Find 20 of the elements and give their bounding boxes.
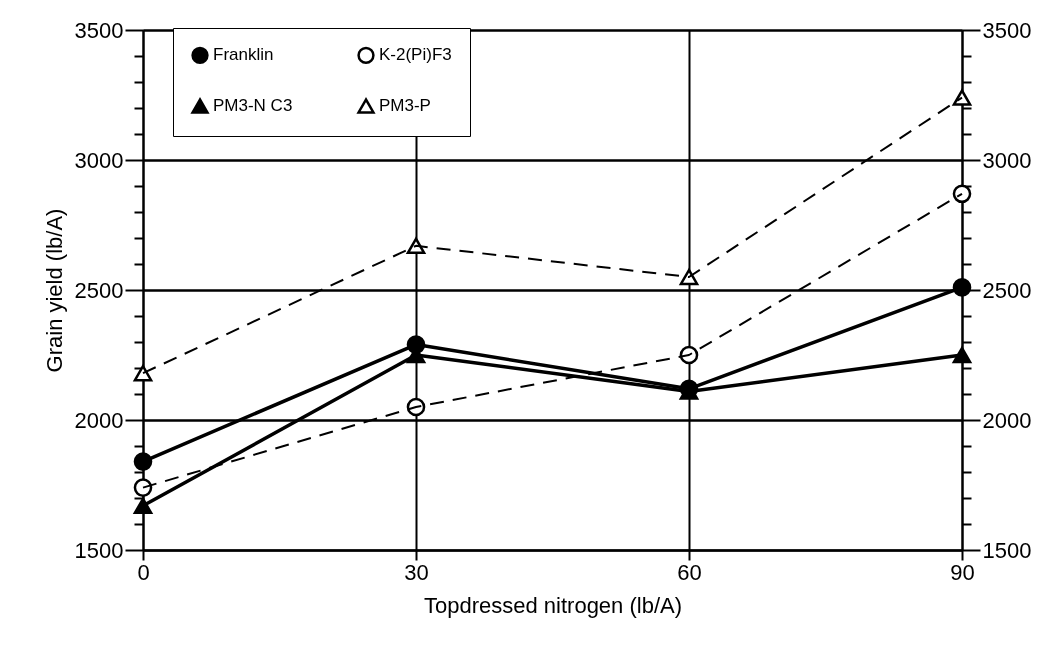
y-tick-label: 3500: [74, 17, 124, 43]
y2-tick-label: 3500: [982, 17, 1032, 43]
legend-label: PM3-N C3: [213, 96, 293, 115]
y-axis-title: Grain yield (lb/A): [41, 208, 67, 373]
y2-tick-label: 2000: [982, 407, 1032, 433]
x-axis-title: Topdressed nitrogen (lb/A): [423, 592, 683, 618]
y-tick-label: 2000: [74, 407, 124, 433]
y-tick-label: 3000: [74, 147, 124, 173]
y2-tick-label: 1500: [982, 537, 1032, 563]
x-tick-label: 30: [404, 559, 429, 585]
y-tick-label: 2500: [74, 277, 124, 303]
x-tick-label: 0: [137, 559, 150, 585]
y-tick-label: 1500: [74, 537, 124, 563]
legend-label: PM3-P: [379, 96, 431, 115]
x-tick-label: 60: [677, 559, 702, 585]
x-tick-label: 90: [950, 559, 975, 585]
legend-label: Franklin: [213, 45, 274, 65]
y2-tick-label: 2500: [982, 277, 1032, 303]
legend-label: K-2(Pi)F3: [379, 45, 452, 65]
y2-tick-label: 3000: [982, 147, 1032, 173]
